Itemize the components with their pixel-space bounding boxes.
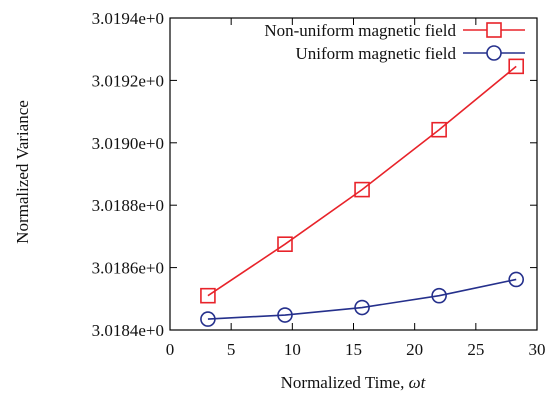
x-tick-label: 5 (227, 340, 236, 359)
x-tick-label: 30 (529, 340, 546, 359)
y-tick-label: 3.0190e+0 (92, 134, 164, 153)
y-tick-label: 3.0194e+0 (92, 9, 164, 28)
legend-marker-circle (486, 45, 502, 61)
legend-item: Uniform magnetic field (295, 44, 525, 63)
x-tick-label: 15 (345, 340, 362, 359)
x-axis-label: Normalized Time, ωt (281, 373, 427, 392)
legend-item: Non-uniform magnetic field (264, 21, 525, 40)
data-point-square (354, 181, 370, 198)
y-tick-label: 3.0188e+0 (92, 196, 164, 215)
x-tick-label: 10 (284, 340, 301, 359)
x-tick-label: 25 (467, 340, 484, 359)
series-line (207, 278, 517, 320)
data-point-square (200, 287, 216, 304)
legend-label: Uniform magnetic field (295, 44, 456, 63)
legend: Non-uniform magnetic field Uniform magnet… (264, 21, 525, 63)
tick-marks (169, 17, 538, 331)
data-point-square (277, 236, 293, 252)
legend-label: Non-uniform magnetic field (264, 21, 456, 40)
y-tick-label: 3.0184e+0 (92, 321, 164, 340)
tick-labels: 0 5 10 15 20 25 30 3.0184e+0 3.0186e+0 3.0188e+0 3… (92, 9, 546, 359)
data-point-square (431, 121, 447, 138)
data-point-circle (508, 271, 525, 288)
series-non-uniform (200, 58, 525, 304)
data-point-square (508, 58, 525, 75)
series-uniform (200, 271, 525, 327)
series-group (200, 58, 525, 327)
y-tick-label: 3.0192e+0 (92, 71, 164, 90)
legend-marker-square (486, 22, 502, 38)
y-tick-label: 3.0186e+0 (92, 259, 164, 278)
x-tick-label: 20 (406, 340, 423, 359)
data-point-circle (354, 299, 370, 316)
y-axis-label: Normalized Variance (13, 100, 32, 244)
data-point-circle (200, 311, 216, 327)
x-tick-label: 0 (166, 340, 175, 359)
data-point-circle (277, 307, 293, 323)
series-line (207, 65, 517, 297)
plot-frame (169, 17, 538, 331)
data-point-circle (431, 287, 447, 304)
axes (169, 17, 538, 331)
